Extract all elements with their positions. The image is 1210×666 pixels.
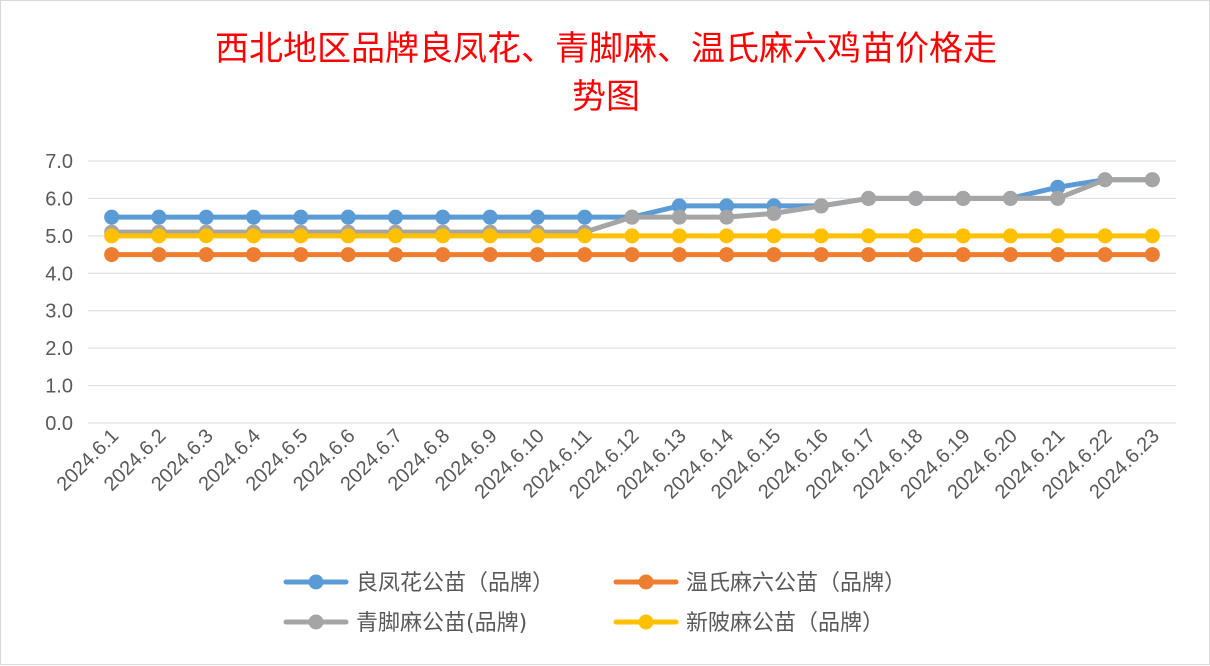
y-tick-label: 3.0 [45, 301, 73, 323]
data-point [577, 209, 593, 225]
data-point [671, 247, 687, 263]
y-tick-label: 1.0 [45, 376, 73, 398]
legend-marker [638, 614, 654, 630]
data-point [198, 209, 214, 225]
data-point [482, 247, 498, 263]
data-point [955, 247, 971, 263]
y-tick-label: 6.0 [45, 188, 73, 210]
data-point [719, 228, 735, 244]
data-point [387, 247, 403, 263]
data-point [861, 228, 877, 244]
chart-title-line-1: 西北地区品牌良凤花、青脚麻、温氏麻六鸡苗价格走 [215, 29, 997, 69]
data-point [387, 228, 403, 244]
data-point [1097, 247, 1113, 263]
data-point [813, 198, 829, 214]
data-point [1144, 228, 1160, 244]
legend-label: 青脚麻公苗(品牌) [356, 611, 527, 636]
data-point [624, 209, 640, 225]
data-point [529, 228, 545, 244]
data-point [766, 228, 782, 244]
data-point [1002, 247, 1018, 263]
data-point [482, 228, 498, 244]
data-point [1050, 179, 1066, 195]
data-point [908, 247, 924, 263]
data-point [955, 228, 971, 244]
data-point [293, 247, 309, 263]
data-point [1097, 172, 1113, 188]
data-point [719, 247, 735, 263]
data-point [340, 228, 356, 244]
y-tick-label: 5.0 [45, 226, 73, 248]
data-point [1144, 172, 1160, 188]
data-point [1097, 228, 1113, 244]
data-point [104, 247, 120, 263]
chart-title-line-2: 势图 [572, 77, 640, 117]
data-point [908, 190, 924, 206]
data-point [151, 209, 167, 225]
y-tick-label: 2.0 [45, 338, 73, 360]
data-point [1050, 190, 1066, 206]
data-point [198, 247, 214, 263]
data-point [435, 209, 451, 225]
data-point [861, 190, 877, 206]
data-point [340, 247, 356, 263]
data-point [151, 247, 167, 263]
data-point [387, 209, 403, 225]
legend-label: 良凤花公苗（品牌） [356, 571, 554, 596]
legend-label: 温氏麻六公苗（品牌） [686, 571, 906, 596]
data-point [529, 247, 545, 263]
data-point [340, 209, 356, 225]
data-point [435, 228, 451, 244]
data-point [1002, 228, 1018, 244]
data-point [1002, 190, 1018, 206]
data-point [671, 228, 687, 244]
data-point [1050, 228, 1066, 244]
data-point [293, 209, 309, 225]
data-point [813, 228, 829, 244]
legend-marker [638, 574, 654, 590]
data-point [246, 209, 262, 225]
data-point [671, 209, 687, 225]
data-point [435, 247, 451, 263]
y-tick-label: 0.0 [45, 413, 73, 435]
legend-marker [308, 614, 324, 630]
data-point [813, 247, 829, 263]
data-point [104, 209, 120, 225]
data-point [529, 209, 545, 225]
data-point [624, 247, 640, 263]
data-point [482, 209, 498, 225]
data-point [293, 228, 309, 244]
data-point [955, 190, 971, 206]
data-point [104, 228, 120, 244]
data-point [577, 247, 593, 263]
y-tick-label: 7.0 [45, 151, 73, 173]
data-point [1144, 247, 1160, 263]
data-point [671, 198, 687, 214]
data-point [246, 228, 262, 244]
data-point [198, 228, 214, 244]
data-point [861, 247, 877, 263]
legend-label: 新陂麻公苗（品牌） [686, 611, 884, 636]
data-point [577, 228, 593, 244]
data-point [624, 228, 640, 244]
data-point [766, 205, 782, 221]
data-point [246, 247, 262, 263]
data-point [151, 228, 167, 244]
data-point [908, 228, 924, 244]
legend-marker [308, 574, 324, 590]
y-tick-label: 4.0 [45, 263, 73, 285]
data-point [719, 198, 735, 214]
data-point [766, 247, 782, 263]
data-point [1050, 247, 1066, 263]
data-point [719, 209, 735, 225]
